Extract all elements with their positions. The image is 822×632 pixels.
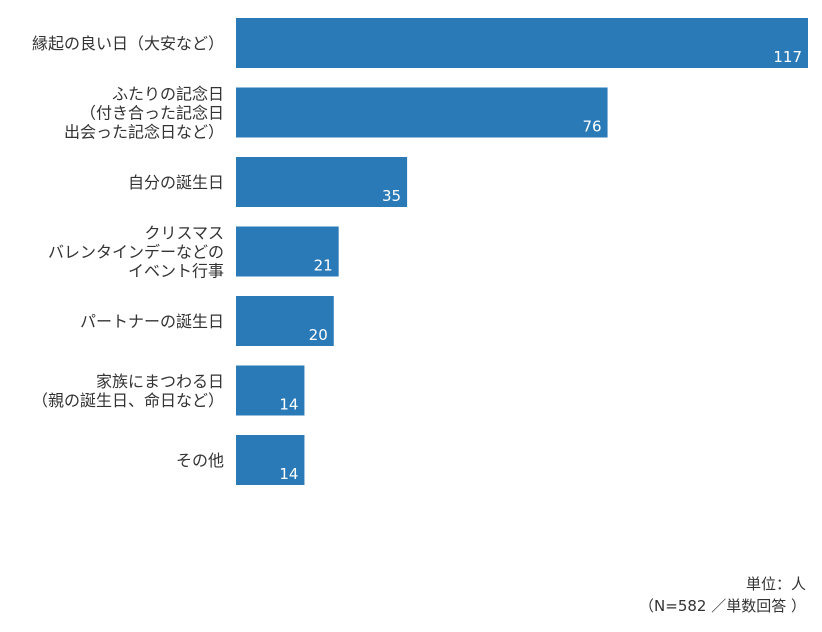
category-label-line: その他 [176,451,224,470]
category-label-line: 家族にまつわる日 [96,372,224,391]
value-label-0: 117 [773,48,802,66]
bar-1 [236,87,608,138]
category-label-line: （付き合った記念日 [80,104,224,123]
category-label-4: パートナーの誕生日 [80,312,224,331]
category-label-line: （親の誕生日、命日など） [32,391,224,410]
category-label-line: クリスマス [144,224,224,243]
bar-6 [236,435,305,485]
value-label-6: 14 [279,465,298,483]
category-label-line: 出会った記念日など） [64,123,224,142]
category-label-line: バレンタインデーなどの [48,243,224,262]
category-label-line: 縁起の良い日（大安など） [32,34,224,53]
value-label-1: 76 [582,118,601,136]
category-label-6: その他 [176,451,224,470]
category-label-line: ふたりの記念日 [112,85,224,104]
bar-4 [236,296,334,346]
category-label-5: 家族にまつわる日（親の誕生日、命日など） [32,372,224,410]
category-label-line: 自分の誕生日 [128,173,224,192]
category-label-3: クリスマスバレンタインデーなどのイベント行事 [48,224,224,281]
unit-note: 単位：人 [745,575,806,593]
category-label-2: 自分の誕生日 [128,173,224,192]
category-label-line: パートナーの誕生日 [80,312,224,331]
category-label-0: 縁起の良い日（大安など） [32,34,224,53]
bar-2 [236,157,408,207]
bar-0 [236,18,808,68]
category-label-1: ふたりの記念日（付き合った記念日出会った記念日など） [64,85,224,142]
value-label-5: 14 [279,396,298,414]
value-label-4: 20 [309,326,328,344]
value-label-2: 35 [382,187,401,205]
bar-5 [236,365,305,416]
sample-note: （N=582 ／単数回答 ） [639,597,806,615]
category-label-line: イベント行事 [128,262,224,281]
bar-3 [236,226,339,277]
bar-chart: 117 縁起の良い日（大安など） 76 ふたりの記念日（付き合った記念日出会った記念日… [32,18,808,485]
value-label-3: 21 [314,257,333,275]
